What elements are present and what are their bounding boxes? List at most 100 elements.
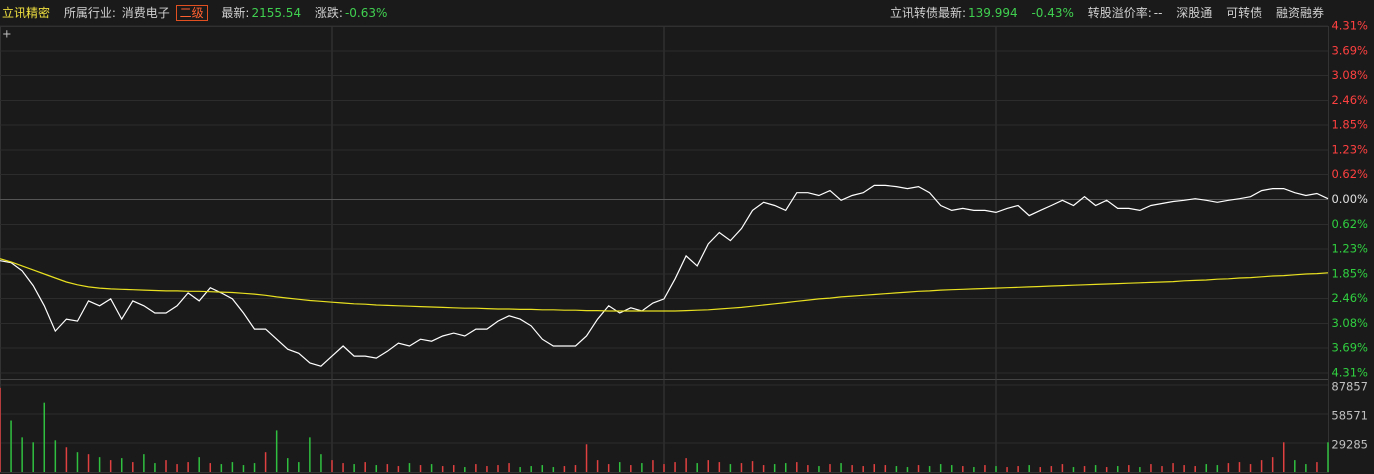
volume-bar: [1128, 465, 1130, 472]
volume-bar: [718, 462, 721, 472]
volume-bar: [1183, 465, 1185, 472]
volume-bar: [1072, 467, 1075, 472]
y-tick-label: 0.62%: [1331, 167, 1368, 181]
volume-bar: [1061, 464, 1064, 472]
volume-bar: [76, 452, 79, 472]
volume-bar: [685, 458, 687, 472]
volume-bar: [596, 460, 599, 472]
volume-bar: [253, 463, 256, 472]
bond-label: 立讯转债最新:: [889, 6, 967, 20]
volume-bar: [10, 420, 12, 472]
volume-bar: [740, 463, 743, 472]
volume-bar: [43, 402, 46, 472]
link[interactable]: 深股通: [1176, 6, 1213, 20]
volume-bar: [530, 466, 532, 472]
premium-value: --: [1153, 6, 1163, 20]
volume-bar: [309, 437, 311, 472]
y-tick-label: 1.23%: [1331, 142, 1368, 156]
price-line: [0, 258, 1329, 312]
volume-bar: [773, 464, 776, 472]
y-tick-label: 3.69%: [1331, 341, 1368, 355]
volume-bar: [87, 454, 90, 472]
volume-bar: [917, 465, 920, 472]
header-right: 立讯转债最新: 139.994 -0.43% 转股溢价率: -- 深股通 可转债 融…: [890, 0, 1326, 26]
volume-bar: [884, 465, 887, 472]
link[interactable]: 融资融券: [1275, 6, 1324, 20]
volume-bar: [784, 463, 787, 472]
volume-bar: [497, 465, 499, 472]
volume-bar: [176, 464, 178, 472]
volume-bar: [751, 461, 754, 472]
change-label: 涨跌:: [314, 6, 343, 20]
y-tick-label: 3.69%: [1331, 43, 1368, 57]
volume-bar: [154, 463, 156, 472]
volume-bar: [419, 465, 422, 472]
volume-bar: [0, 387, 1, 472]
volume-bar: [242, 465, 245, 472]
link[interactable]: 可转债: [1226, 6, 1263, 20]
volume-bar: [441, 466, 444, 472]
y-tick-label: 3.08%: [1331, 68, 1368, 82]
volume-bar: [1116, 466, 1119, 472]
latest-value: 2155.54: [251, 6, 302, 20]
volume-bar: [430, 464, 433, 472]
y-tick-label: 2.46%: [1331, 93, 1368, 107]
price-line: [0, 184, 1329, 367]
volume-bar: [829, 464, 831, 472]
volume-bar: [1172, 463, 1174, 472]
volume-bar: [1205, 464, 1208, 472]
volume-bar: [1028, 465, 1030, 472]
volume-bar: [342, 463, 344, 472]
volume-bar: [1327, 442, 1329, 472]
volume-bar: [962, 466, 964, 472]
volume-bar: [1282, 442, 1285, 472]
volume-bar: [585, 444, 588, 472]
volume-bar: [1238, 462, 1241, 472]
volume-bar: [1039, 467, 1042, 472]
volume-bar: [807, 465, 809, 472]
volume-bar: [851, 465, 853, 472]
volume-bar: [618, 462, 621, 472]
volume-bar: [973, 467, 975, 472]
volume-bar: [187, 462, 189, 472]
volume-bar: [939, 464, 942, 472]
volume-bar: [873, 464, 876, 472]
volume-bar: [895, 466, 898, 472]
volume-bar: [552, 467, 555, 472]
volume-bar: [464, 467, 466, 472]
volume-bar: [1161, 466, 1163, 472]
volume-bar: [1294, 460, 1296, 472]
volume-bar: [574, 465, 577, 472]
volume-bar: [607, 464, 610, 472]
y-tick-label: 4.31%: [1331, 366, 1368, 380]
volume-bar: [65, 447, 68, 472]
volume-bar: [375, 465, 378, 472]
y-tick-label: 1.85%: [1331, 266, 1368, 280]
volume-bar: [984, 465, 986, 472]
volume-bar: [165, 460, 167, 472]
volume-bar: [231, 462, 234, 472]
y-tick-label: 1.85%: [1331, 118, 1368, 132]
volume-bar: [519, 467, 521, 472]
change-value: -0.63%: [344, 6, 388, 20]
volume-bar: [674, 462, 676, 472]
stock-name[interactable]: 立讯精密: [2, 6, 51, 20]
volume-bar: [906, 467, 909, 472]
volume-bar: [386, 464, 389, 472]
y-tick-label: 0.62%: [1331, 217, 1368, 231]
y-tick-label: 0.00%: [1331, 192, 1368, 206]
volume-bar: [353, 464, 355, 472]
volume-bar: [1305, 464, 1307, 472]
volume-bar: [840, 463, 842, 472]
industry[interactable]: 消费电子: [121, 6, 170, 20]
volume-bar: [928, 466, 931, 472]
volume-bar: [630, 465, 632, 472]
volume-bar: [320, 454, 322, 472]
volume-bar: [1194, 466, 1196, 472]
industry-label: 所属行业:: [63, 6, 116, 20]
volume-bar: [1260, 460, 1263, 472]
volume-bar: [21, 437, 23, 472]
volume-bar: [563, 466, 566, 472]
